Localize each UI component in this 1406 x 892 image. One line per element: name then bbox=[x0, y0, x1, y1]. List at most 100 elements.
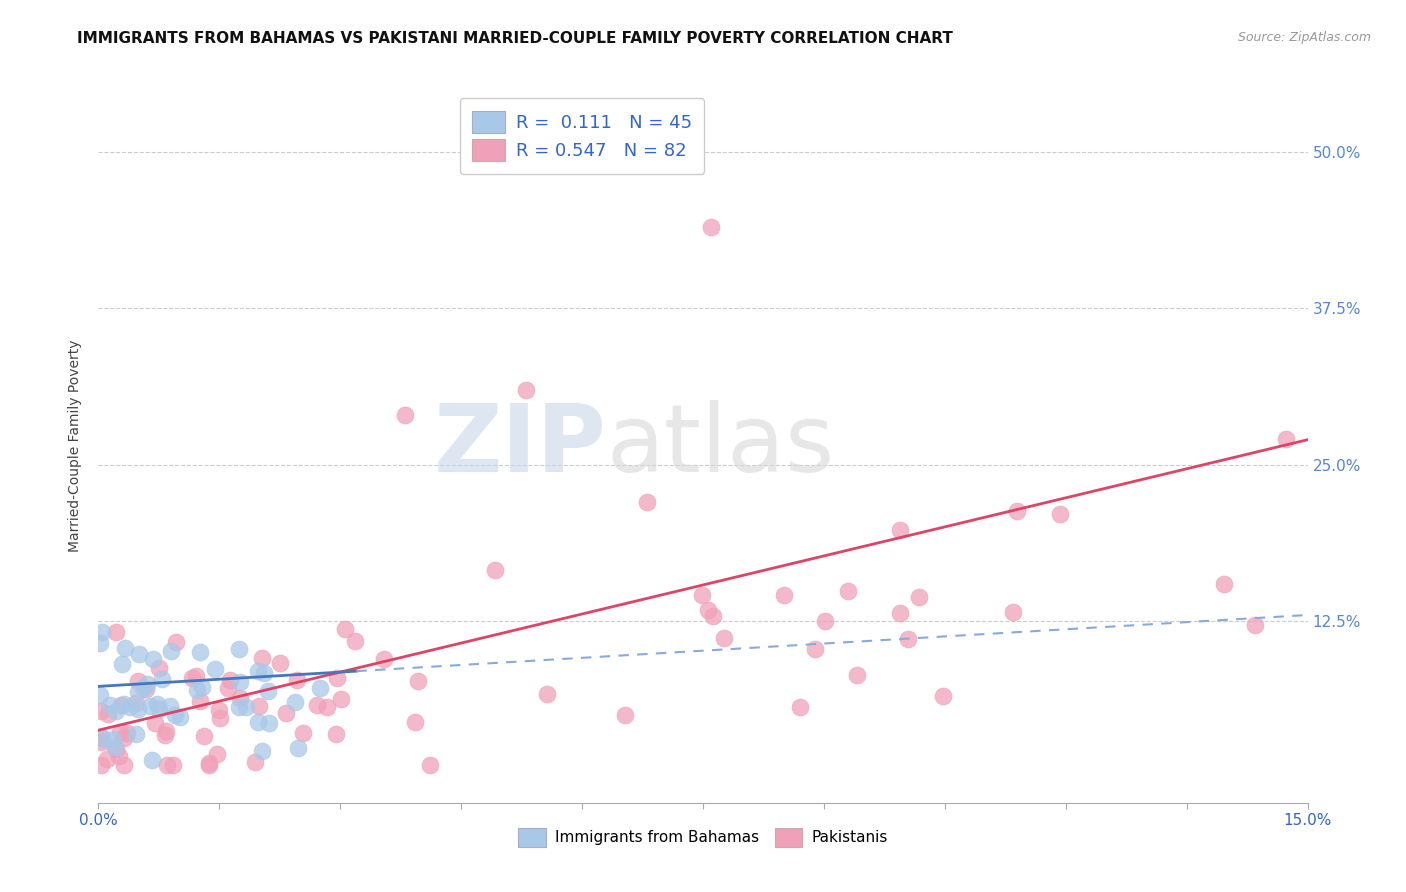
Y-axis label: Married-Couple Family Poverty: Married-Couple Family Poverty bbox=[69, 340, 83, 552]
Point bbox=[419, 758, 441, 772]
Point bbox=[193, 729, 215, 743]
Point bbox=[308, 681, 330, 695]
Point bbox=[700, 219, 723, 234]
Point bbox=[132, 681, 155, 696]
Point bbox=[217, 681, 239, 695]
Point bbox=[291, 726, 314, 740]
Point bbox=[259, 715, 281, 730]
Point bbox=[97, 707, 120, 722]
Point bbox=[110, 698, 132, 712]
Point bbox=[536, 687, 558, 701]
Point bbox=[229, 691, 252, 706]
Point bbox=[247, 665, 270, 679]
Point bbox=[702, 608, 724, 623]
Point bbox=[228, 700, 250, 714]
Point bbox=[136, 677, 159, 691]
Point bbox=[329, 692, 352, 706]
Point bbox=[228, 641, 250, 656]
Point bbox=[90, 625, 112, 640]
Point bbox=[804, 641, 827, 656]
Point bbox=[156, 758, 179, 772]
Point bbox=[163, 708, 186, 723]
Point bbox=[112, 758, 135, 772]
Point bbox=[889, 607, 911, 621]
Point bbox=[104, 742, 127, 756]
Point bbox=[1244, 618, 1267, 632]
Point bbox=[155, 724, 177, 739]
Point bbox=[96, 752, 118, 766]
Point bbox=[125, 726, 148, 740]
Point bbox=[148, 661, 170, 675]
Point bbox=[127, 702, 149, 716]
Point bbox=[614, 707, 637, 722]
Point bbox=[229, 675, 252, 690]
Point bbox=[91, 732, 114, 747]
Point bbox=[235, 700, 257, 714]
Point bbox=[846, 668, 869, 682]
Point bbox=[897, 632, 920, 646]
Point bbox=[90, 735, 112, 749]
Point bbox=[169, 710, 191, 724]
Point bbox=[325, 672, 347, 686]
Point bbox=[112, 698, 135, 712]
Point bbox=[114, 641, 136, 656]
Point bbox=[250, 651, 273, 665]
Point bbox=[148, 702, 170, 716]
Point bbox=[406, 674, 429, 689]
Point bbox=[186, 682, 208, 697]
Point bbox=[204, 662, 226, 676]
Point bbox=[198, 756, 221, 771]
Legend: Immigrants from Bahamas, Pakistanis: Immigrants from Bahamas, Pakistanis bbox=[509, 819, 897, 855]
Point bbox=[145, 697, 167, 711]
Point bbox=[696, 603, 718, 617]
Point bbox=[889, 523, 911, 537]
Text: ZIP: ZIP bbox=[433, 400, 606, 492]
Point bbox=[125, 697, 148, 711]
Point bbox=[636, 495, 658, 509]
Point bbox=[142, 652, 165, 666]
Point bbox=[932, 689, 955, 703]
Point bbox=[837, 584, 859, 599]
Point bbox=[135, 681, 157, 696]
Point bbox=[205, 747, 228, 761]
Point bbox=[165, 634, 187, 648]
Point bbox=[208, 703, 231, 717]
Point bbox=[108, 749, 131, 764]
Point bbox=[90, 758, 112, 772]
Point bbox=[316, 700, 339, 714]
Point bbox=[141, 752, 163, 766]
Point bbox=[160, 644, 183, 658]
Point bbox=[713, 631, 735, 645]
Point bbox=[1275, 432, 1298, 446]
Point bbox=[287, 741, 309, 756]
Point bbox=[128, 647, 150, 661]
Point bbox=[284, 695, 307, 709]
Point bbox=[159, 698, 181, 713]
Text: atlas: atlas bbox=[606, 400, 835, 492]
Point bbox=[218, 673, 240, 688]
Point bbox=[112, 731, 135, 745]
Point bbox=[162, 758, 184, 772]
Point bbox=[181, 671, 204, 685]
Point bbox=[325, 727, 347, 741]
Point bbox=[100, 698, 122, 713]
Text: IMMIGRANTS FROM BAHAMAS VS PAKISTANI MARRIED-COUPLE FAMILY POVERTY CORRELATION C: IMMIGRANTS FROM BAHAMAS VS PAKISTANI MAR… bbox=[77, 31, 953, 46]
Point bbox=[484, 563, 506, 577]
Point bbox=[152, 672, 174, 686]
Point bbox=[269, 656, 291, 670]
Point bbox=[139, 698, 162, 713]
Point bbox=[250, 744, 273, 758]
Point bbox=[274, 706, 297, 720]
Point bbox=[104, 739, 127, 754]
Point bbox=[305, 698, 328, 712]
Point bbox=[789, 700, 811, 714]
Point bbox=[191, 680, 214, 694]
Point bbox=[1002, 605, 1025, 619]
Point bbox=[243, 756, 266, 770]
Point bbox=[89, 688, 111, 702]
Point bbox=[110, 725, 132, 739]
Point bbox=[104, 704, 127, 718]
Point bbox=[773, 588, 796, 602]
Point bbox=[1049, 508, 1071, 522]
Point bbox=[188, 645, 211, 659]
